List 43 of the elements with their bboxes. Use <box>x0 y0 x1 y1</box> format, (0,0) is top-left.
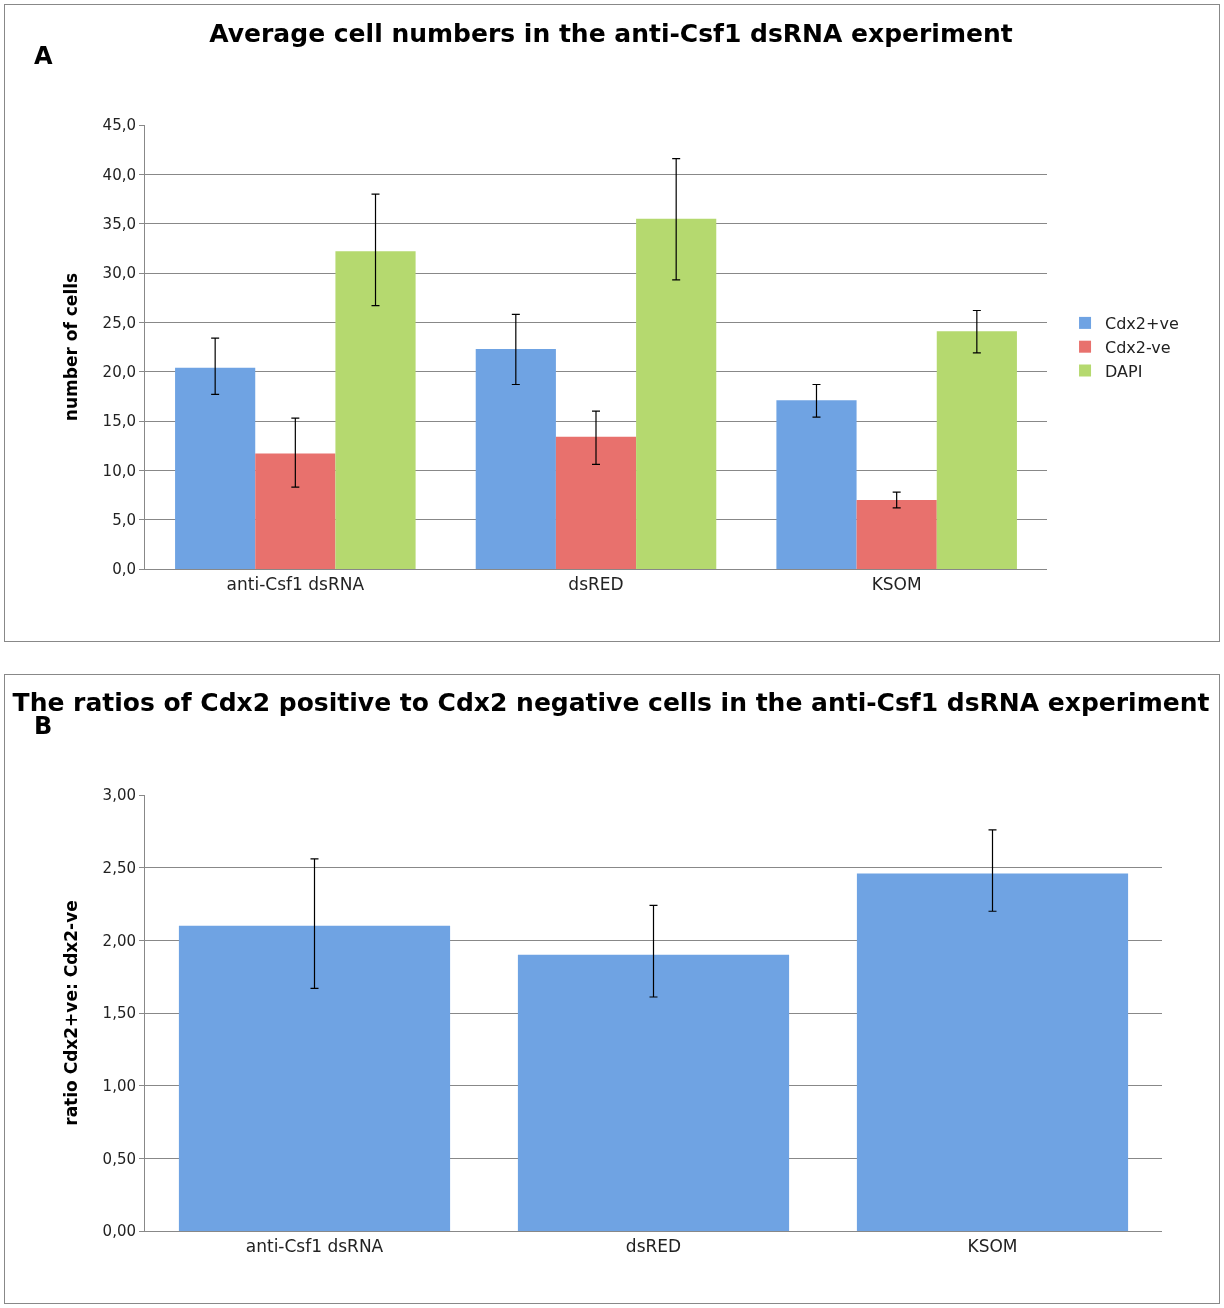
chart-title: Average cell numbers in the anti-Csf1 dsRNA experiment <box>209 18 1013 48</box>
y-tick-label: 45,0 <box>102 116 136 135</box>
bar <box>856 499 937 569</box>
text: A <box>34 42 53 70</box>
x-tick-label: anti-Csf1 dsRNA <box>226 574 365 595</box>
y-axis-title: number of cells <box>61 272 82 422</box>
bar <box>776 400 857 569</box>
y-tick-label: 35,0 <box>102 214 136 233</box>
y-tick-label: 1,50 <box>102 1004 136 1023</box>
y-tick-label: 3,00 <box>102 786 136 805</box>
x-tick-label: dsRED <box>568 574 624 595</box>
y-tick-label: 10,0 <box>102 461 136 480</box>
y-tick-label: 40,0 <box>102 165 136 184</box>
y-tick-label: 20,0 <box>102 362 136 381</box>
bar <box>517 954 790 1231</box>
bar <box>475 348 556 569</box>
bar <box>178 925 451 1231</box>
y-tick-label: 1,00 <box>102 1076 136 1095</box>
legend-label: DAPI <box>1105 361 1143 381</box>
legend-label: Cdx2+ve <box>1105 314 1179 334</box>
x-tick-label: KSOM <box>967 1236 1018 1257</box>
y-tick-label: 0,0 <box>112 560 136 579</box>
x-tick-label: anti-Csf1 dsRNA <box>245 1236 384 1257</box>
y-tick-label: 2,00 <box>102 931 136 950</box>
x-tick-label: dsRED <box>625 1236 682 1257</box>
bar <box>335 251 416 569</box>
legend-label: Cdx2-ve <box>1105 337 1171 357</box>
y-tick-label: 0,00 <box>102 1222 136 1241</box>
y-tick-label: 2,50 <box>102 858 136 877</box>
y-tick-label: 30,0 <box>102 264 136 283</box>
bar <box>555 436 637 569</box>
bar <box>856 873 1129 1231</box>
y-tick-label: 15,0 <box>102 412 136 431</box>
bar <box>636 218 717 569</box>
y-tick-label: 0,50 <box>102 1149 136 1168</box>
bar <box>936 331 1017 569</box>
y-tick-label: 25,0 <box>102 313 136 332</box>
y-axis-title: ratio Cdx2+ve: Cdx2-ve <box>61 900 82 1126</box>
bar <box>175 367 256 569</box>
y-tick-label: 5,0 <box>112 510 136 529</box>
bar <box>255 453 336 569</box>
text: B <box>34 712 53 740</box>
x-tick-label: KSOM <box>871 574 922 595</box>
